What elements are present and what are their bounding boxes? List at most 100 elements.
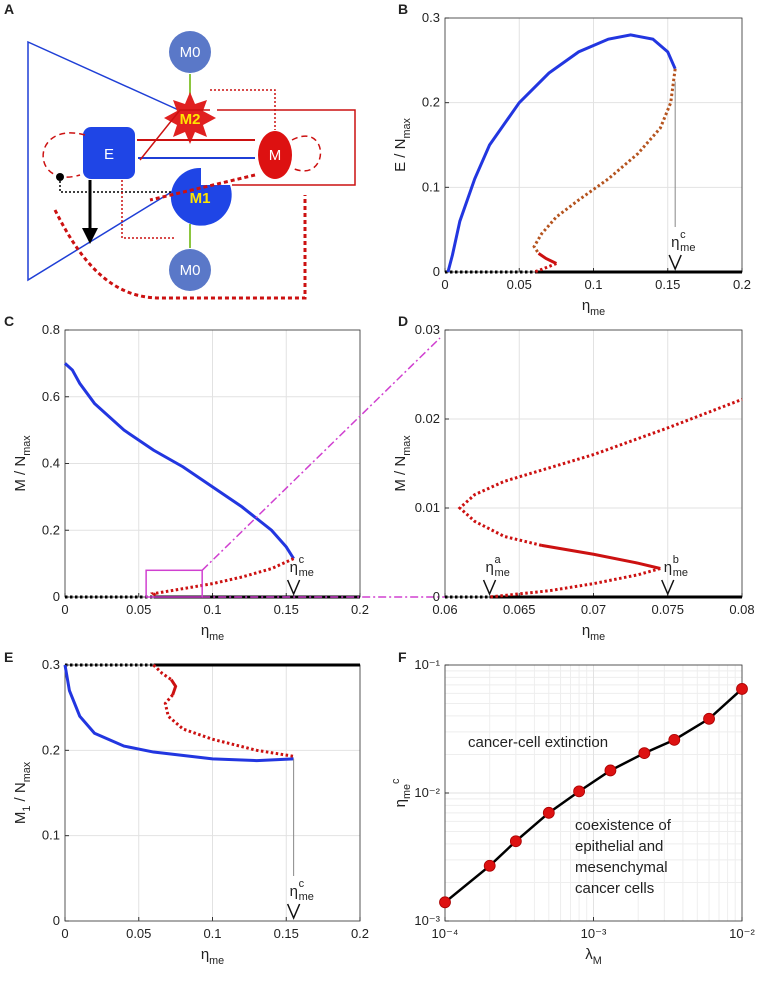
y-tick-label: 10⁻¹ (414, 657, 440, 672)
point (604, 764, 617, 777)
y-tick-label: 0.1 (42, 828, 60, 843)
x-tick-label: 0.05 (507, 277, 532, 292)
x-tick-label: 0.1 (203, 602, 221, 617)
node-label: E (104, 146, 114, 163)
x-tick-label: 0.15 (655, 277, 680, 292)
node-label: M2 (180, 111, 201, 128)
y-tick-label: 0.1 (422, 179, 440, 194)
arrowhead (482, 579, 497, 596)
series-line (537, 252, 558, 265)
label-part: me (209, 631, 224, 643)
x-tick-label: 0.07 (581, 602, 606, 617)
y-tick-label: 10⁻² (414, 785, 440, 800)
point (703, 712, 715, 725)
panel-label: D (398, 313, 408, 329)
series-line (489, 567, 661, 599)
node-m2 (164, 92, 216, 144)
x-tick-label: 0.2 (733, 277, 751, 292)
x-tick-label: 0.075 (651, 602, 684, 617)
annotation-base: η (671, 234, 679, 251)
x-tick-label: 0 (61, 926, 68, 941)
self-loop (42, 132, 86, 178)
x-tick-label: 0.1 (203, 926, 221, 941)
x-tick-label: 0.1 (584, 277, 602, 292)
x-tick-label: 10⁻³ (581, 926, 607, 941)
label-part: η (582, 622, 590, 639)
label-part: me (401, 784, 413, 799)
axis-label: ηme (582, 622, 605, 643)
arrowhead (668, 254, 682, 271)
series-line (169, 678, 178, 696)
series-line (457, 398, 743, 547)
self-loop (291, 135, 322, 172)
diagram: A M0 M2 E M M1 M0 (4, 1, 356, 300)
x-tick-label: 0.05 (126, 926, 151, 941)
annotation-sub: me (299, 891, 314, 903)
inset-box (145, 569, 203, 598)
y-tick-label: 0.2 (422, 95, 440, 110)
panel-label: B (398, 1, 408, 17)
axis-label: M / Nmax (392, 435, 413, 492)
panel-label: E (4, 649, 13, 665)
node-label: M1 (190, 190, 211, 207)
y-tick-label: 0 (53, 913, 60, 928)
x-tick-label: 0.15 (274, 926, 299, 941)
x-tick-label: 0 (61, 602, 68, 617)
label-part: max (21, 761, 33, 782)
label-part: me (590, 631, 605, 643)
axis-label: M / Nmax (12, 435, 33, 492)
y-tick-label: 0.2 (42, 522, 60, 537)
arrowhead (82, 228, 98, 244)
series-line (446, 33, 677, 273)
plot-frame (444, 664, 743, 922)
series-line (163, 693, 294, 758)
y-tick-label: 0.3 (42, 657, 60, 672)
x-tick-label: 0.2 (351, 926, 369, 941)
panel-label: C (4, 313, 14, 329)
series-line (152, 663, 173, 681)
inhibition-end (56, 173, 64, 181)
annotation-sub: me (495, 567, 510, 579)
point (573, 785, 586, 798)
y-tick-label: 0.4 (42, 456, 60, 471)
region-outline (27, 40, 184, 282)
zoom-line (201, 337, 441, 571)
panel-label: A (4, 1, 14, 17)
y-tick-label: 10⁻³ (414, 913, 440, 928)
axis-label: ηme (201, 946, 224, 967)
annotation-sup: a (495, 554, 502, 566)
annotation-sub: me (680, 242, 695, 254)
arrowhead (286, 579, 301, 596)
node-m0 (169, 31, 211, 73)
label-part: me (209, 955, 224, 967)
label-part: 1 (21, 806, 33, 812)
annotation-sub: me (673, 567, 688, 579)
axis-label: M1 / Nmax (12, 761, 33, 824)
arrowhead (661, 579, 675, 596)
series-line (532, 68, 677, 255)
axis-label: ηme (201, 622, 224, 643)
point (439, 896, 451, 909)
label-part: / N (12, 782, 29, 805)
axis-label: E / Nmax (392, 118, 413, 172)
y-tick-label: 0.03 (415, 322, 440, 337)
x-tick-label: 10⁻² (729, 926, 755, 941)
series-line (533, 262, 557, 274)
annotation-sup: c (299, 878, 305, 890)
label-part: max (401, 118, 413, 139)
annotation-text: epithelial and (575, 838, 663, 855)
x-tick-label: 0.05 (126, 602, 151, 617)
x-tick-label: 0.08 (729, 602, 754, 617)
point (736, 683, 748, 695)
series-line (63, 362, 295, 560)
node-e (83, 127, 135, 179)
x-tick-label: 10⁻⁴ (432, 926, 459, 941)
arrow (121, 180, 176, 239)
node-m0 (169, 249, 211, 291)
node-m (258, 131, 292, 179)
label-part: M (593, 955, 602, 967)
axis-label: ηmec (390, 778, 413, 807)
y-tick-label: 0 (433, 264, 440, 279)
series-line (541, 543, 661, 570)
label-part: λ (585, 946, 593, 963)
